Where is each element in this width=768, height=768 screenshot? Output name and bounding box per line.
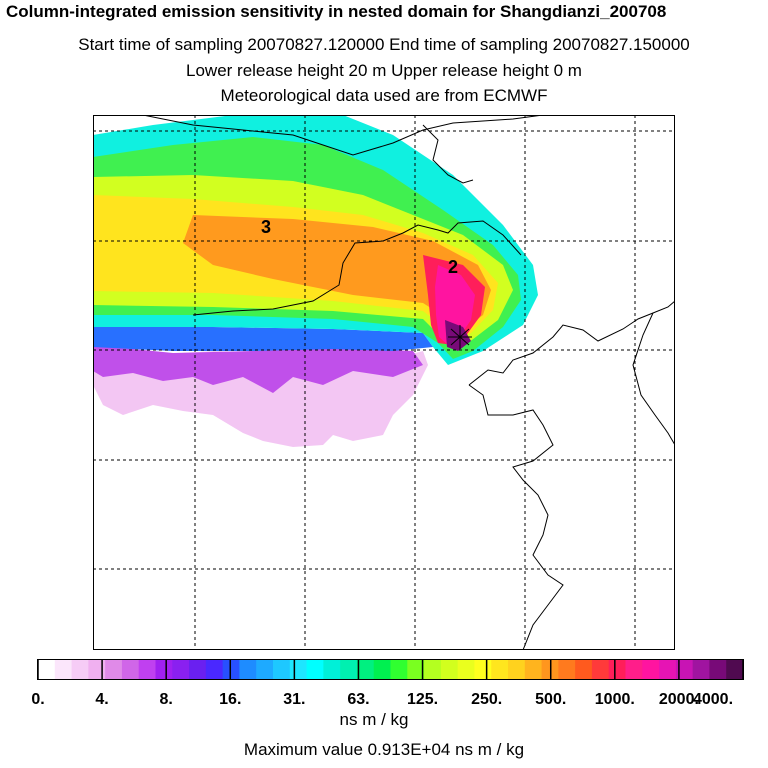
region-low-violet: [93, 345, 423, 393]
receptor-marker: [448, 325, 472, 349]
colorbar-swatch: [675, 660, 694, 679]
region-label-2: 2: [448, 257, 458, 277]
colorbar-swatch: [155, 660, 173, 679]
colorbar-swatch: [508, 660, 526, 679]
maximum-value: Maximum value 0.913E+04 ns m / kg: [243, 740, 525, 759]
met-data-source: Meteorological data used are from ECMWF: [220, 86, 548, 105]
colorbar-tick-label: 250.: [471, 691, 502, 708]
colorbar-swatch: [172, 660, 190, 679]
colorbar-swatch: [356, 660, 375, 679]
colorbar-swatch: [256, 660, 274, 679]
colorbar-swatch: [105, 660, 123, 679]
colorbar-tick-label: 1000.: [595, 691, 635, 708]
colorbar-swatch: [273, 660, 291, 679]
colorbar-tick-label: 500.: [535, 691, 566, 708]
coastline-north: [142, 115, 544, 156]
sampling-times: Start time of sampling 20070827.120000 E…: [78, 35, 690, 54]
colorbar-tick-label: 63.: [347, 691, 369, 708]
colorbar-swatch: [575, 660, 593, 679]
region-orange: [183, 215, 491, 329]
colorbar-swatch: [407, 660, 425, 679]
colorbar-swatch: [205, 660, 224, 679]
colorbar-swatch: [524, 660, 543, 679]
colorbar-swatch: [239, 660, 257, 679]
colorbar-swatch: [709, 660, 727, 679]
colorbar-swatch: [138, 660, 156, 679]
colorbar-swatch: [558, 660, 576, 679]
colorbar-tick-label: 125.: [407, 691, 438, 708]
colorbar-swatch: [424, 660, 442, 679]
colorbar-swatch: [222, 660, 240, 679]
colorbar-swatch: [390, 660, 408, 679]
chart-title: Column-integrated emission sensitivity i…: [6, 2, 667, 21]
colorbar-swatch: [38, 660, 56, 679]
coastline-east: [468, 300, 675, 386]
region-blue: [93, 327, 433, 351]
colorbar-swatch: [608, 660, 626, 679]
coastline-korea: [632, 312, 675, 446]
colorbar-swatch: [71, 660, 89, 679]
colorbar-swatch: [306, 660, 324, 679]
colorbar-swatch: [340, 660, 358, 679]
colorbar-swatch: [289, 660, 308, 679]
colorbar-swatch: [54, 660, 73, 679]
colorbar-tick-label: 2000.: [659, 691, 699, 708]
colorbar-swatch: [121, 660, 140, 679]
colorbar-tick-label: 4000.: [693, 691, 733, 708]
colorbar-tick-label: 0.: [31, 691, 44, 708]
region-label-3: 3: [261, 217, 271, 237]
colorbar-swatch: [642, 660, 660, 679]
colorbar-swatch: [440, 660, 459, 679]
colorbar-tick-label: 8.: [160, 691, 173, 708]
colorbar-swatch: [323, 660, 341, 679]
colorbar: 0. 4. 8. 16. 31. 63. 125. 250. 500. 1000. 2000.400…: [31, 659, 744, 708]
region-magenta: [435, 265, 475, 345]
colorbar-tick-label: 4.: [95, 691, 108, 708]
coastline-peninsula: [422, 124, 474, 184]
colorbar-units: ns m / kg: [339, 710, 409, 729]
release-heights: Lower release height 20 m Upper release …: [186, 61, 582, 80]
colorbar-swatch: [457, 660, 475, 679]
colorbar-swatch: [625, 660, 643, 679]
colorbar-swatch: [491, 660, 509, 679]
colorbar-tick-label: 31.: [283, 691, 305, 708]
colorbar-swatch: [659, 660, 677, 679]
coastline-southeast: [468, 384, 564, 650]
colorbar-swatch: [726, 660, 744, 679]
colorbar-swatch: [373, 660, 391, 679]
sensitivity-map: 3 2: [93, 115, 675, 650]
colorbar-swatch: [692, 660, 710, 679]
coastline-bohai: [192, 220, 522, 316]
colorbar-swatch: [474, 660, 492, 679]
colorbar-swatch: [591, 660, 610, 679]
colorbar-swatch: [189, 660, 207, 679]
colorbar-tick-label: 16.: [219, 691, 241, 708]
colorbar-swatch: [88, 660, 106, 679]
